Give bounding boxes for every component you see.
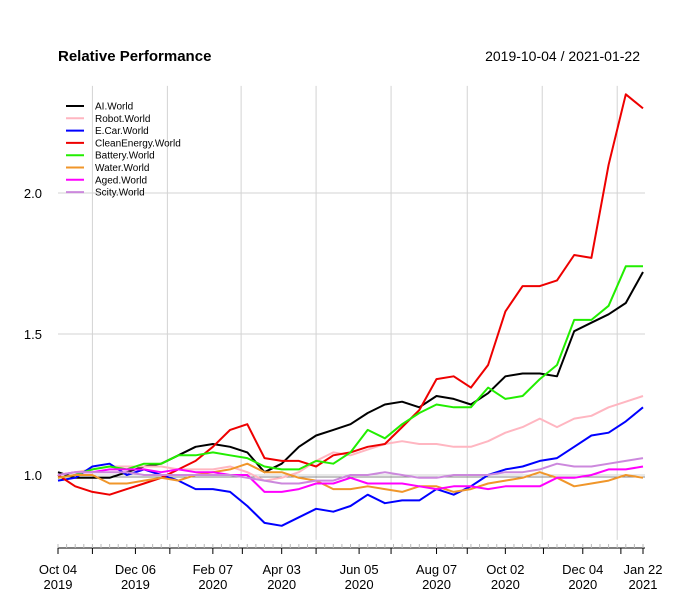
x-tick-label: Oct 04 bbox=[39, 562, 77, 577]
x-tick-label: Oct 02 bbox=[486, 562, 524, 577]
legend-label: Battery.World bbox=[95, 151, 155, 162]
x-tick-label: Aug 07 bbox=[416, 562, 457, 577]
x-tick-year: 2021 bbox=[629, 577, 658, 592]
y-tick-label: 1.0 bbox=[24, 468, 42, 483]
x-tick-label: Jun 05 bbox=[340, 562, 379, 577]
y-tick-label: 2.0 bbox=[24, 186, 42, 201]
series-line-aged-world bbox=[57, 465, 644, 493]
x-tick-year: 2020 bbox=[198, 577, 227, 592]
date-range: 2019-10-04 / 2021-01-22 bbox=[485, 48, 640, 64]
x-tick-year: 2020 bbox=[267, 577, 296, 592]
x-tick-year: 2020 bbox=[568, 577, 597, 592]
series-lines bbox=[57, 93, 644, 527]
x-tick-label: Feb 07 bbox=[193, 562, 233, 577]
x-tick-label: Dec 04 bbox=[562, 562, 603, 577]
legend-label: Scity.World bbox=[95, 188, 145, 199]
x-tick-year: 2020 bbox=[345, 577, 374, 592]
series-line-scity-world bbox=[57, 457, 644, 485]
series-line-robot-world bbox=[57, 395, 644, 482]
series-line-battery-world bbox=[57, 265, 643, 479]
x-tick-year: 2019 bbox=[44, 577, 73, 592]
series-line-water-world bbox=[57, 462, 644, 493]
legend-label: Aged.World bbox=[95, 175, 147, 186]
x-tick-label: Jan 22 bbox=[623, 562, 662, 577]
legend-label: Water.World bbox=[95, 163, 149, 174]
chart-title: Relative Performance bbox=[58, 48, 211, 65]
legend-label: Robot.World bbox=[95, 114, 150, 125]
x-tick-year: 2020 bbox=[491, 577, 520, 592]
x-tick-year: 2019 bbox=[121, 577, 150, 592]
legend-label: CleanEnergy.World bbox=[95, 138, 181, 149]
x-tick-label: Apr 03 bbox=[263, 562, 301, 577]
y-tick-label: 1.5 bbox=[24, 327, 42, 342]
series-line-e-car-world bbox=[57, 406, 644, 527]
x-tick-label: Dec 06 bbox=[115, 562, 156, 577]
x-tick-year: 2020 bbox=[422, 577, 451, 592]
legend: AI.WorldRobot.WorldE.Car.WorldCleanEnerg… bbox=[66, 102, 181, 199]
legend-label: E.Car.World bbox=[95, 126, 149, 137]
legend-label: AI.World bbox=[95, 102, 133, 113]
y-axis: 1.0 1.5 2.0 bbox=[24, 186, 42, 483]
series-line-ai-world bbox=[57, 271, 644, 479]
